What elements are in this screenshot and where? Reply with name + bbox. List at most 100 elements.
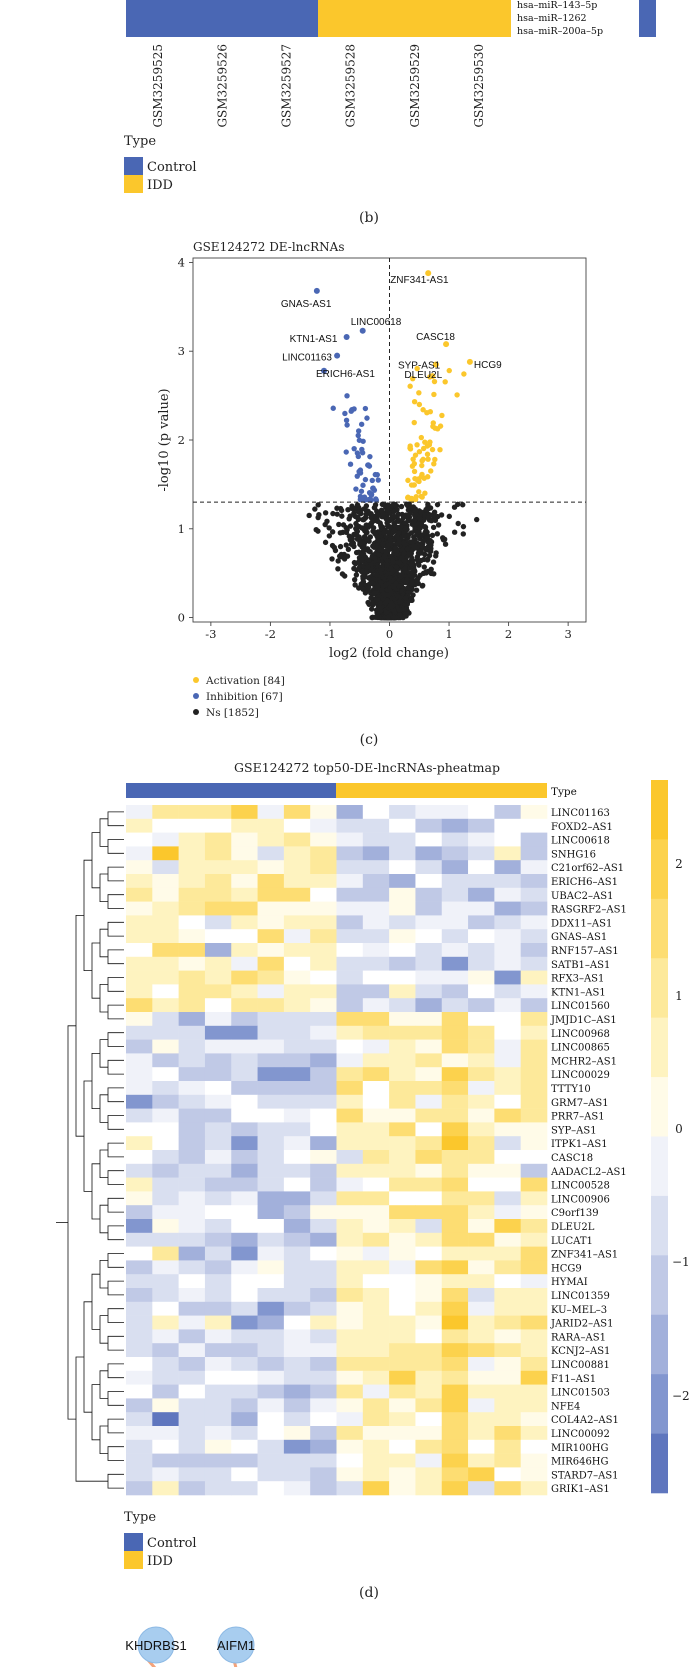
heatmap-cell	[257, 915, 285, 930]
dendrogram-branch	[99, 1094, 108, 1123]
ns-point	[402, 565, 408, 572]
heatmap-cell	[415, 1246, 443, 1261]
heatmap-cell	[231, 1384, 258, 1399]
heatmap-cell	[257, 1191, 285, 1206]
ns-point	[370, 513, 376, 519]
heatmap-cell	[336, 1343, 364, 1358]
heatmap-cell	[257, 1274, 285, 1289]
heatmap-cell	[231, 1232, 258, 1247]
dendrogram-branch	[99, 1260, 108, 1289]
heatmap-cell	[310, 832, 337, 847]
heatmap-cell	[204, 1426, 232, 1441]
heatmap-cell	[204, 1219, 232, 1234]
heatmap-cell	[126, 1219, 153, 1234]
y-tick-label: 2	[178, 433, 185, 447]
heatmap-cell	[494, 929, 521, 944]
x-tick-label: 2	[505, 627, 512, 641]
heatmap-cell	[152, 1301, 179, 1316]
heatmap-cell	[204, 1108, 232, 1123]
heatmap-gene-label: STARD7–AS1	[551, 1470, 619, 1481]
heatmap-cell	[310, 874, 337, 889]
heatmap-cell	[204, 1191, 232, 1206]
heatmap-cell	[415, 998, 443, 1013]
heatmap-cell	[126, 832, 153, 847]
heatmap-cell	[415, 1136, 443, 1151]
activation-point	[428, 468, 434, 474]
ns-point	[370, 601, 376, 608]
heatmap-cell	[178, 1025, 206, 1040]
heatmap-cell	[283, 1232, 311, 1247]
heatmap-cell	[204, 1315, 232, 1330]
heatmap-cell	[231, 1122, 258, 1137]
heatmap-cell	[204, 1094, 232, 1109]
ns-point	[358, 581, 364, 587]
heatmap-cell	[178, 1343, 206, 1358]
heatmap-cell	[231, 1136, 258, 1151]
panel-d: GSE124272 top50-DE-lncRNAs-pheatmap Type…	[56, 760, 690, 1601]
ns-point	[357, 540, 364, 546]
x-tick-label: 0	[386, 627, 393, 641]
heatmap-cell	[362, 1012, 390, 1027]
ns-point	[451, 504, 458, 510]
heatmap-cell	[178, 1329, 206, 1344]
heatmap-cell	[336, 915, 364, 930]
heatmap-cell	[231, 1329, 258, 1344]
heatmap-cell	[389, 1288, 416, 1303]
heatmap-cell	[494, 1136, 521, 1151]
ns-point	[372, 531, 379, 537]
heatmap-cell	[257, 1467, 285, 1482]
heatmap-cell	[362, 1343, 390, 1358]
heatmap-cell	[494, 874, 521, 889]
ns-point	[371, 590, 377, 597]
heatmap-gene-label: UBAC2–AS1	[551, 891, 613, 902]
heatmap-cell	[362, 1426, 390, 1441]
heatmap-cell	[257, 1370, 285, 1385]
heatmap-gene-label: RNF157–AS1	[551, 946, 619, 957]
heatmap-cell	[204, 1370, 232, 1385]
heatmap-cell	[126, 984, 153, 999]
panel-b-idd-block	[318, 0, 511, 37]
heatmap-cell	[415, 818, 443, 833]
heatmap-cell	[257, 984, 285, 999]
heatmap-cell	[520, 818, 548, 833]
ns-point	[353, 572, 360, 578]
heatmap-cell	[494, 1439, 521, 1454]
heatmap-cell	[178, 1315, 206, 1330]
dendrogram-branch	[107, 1280, 124, 1296]
inhibition-point	[375, 477, 381, 483]
inhibition-point	[369, 477, 375, 484]
heatmap-cell	[310, 1219, 337, 1234]
panel-d-legend-control-swatch	[124, 1533, 143, 1551]
heatmap-cell	[126, 1122, 153, 1137]
ns-point	[379, 587, 385, 593]
inhibition-point	[362, 405, 369, 412]
ns-point	[396, 536, 402, 543]
activation-point	[416, 401, 423, 408]
heatmap-cell	[231, 1357, 258, 1372]
heatmap-cell	[204, 1398, 232, 1413]
y-tick-label: 4	[178, 255, 185, 269]
heatmap-cell	[415, 1412, 443, 1427]
dendrogram-branch	[107, 1087, 124, 1103]
inhibition-point	[343, 449, 349, 455]
heatmap-cell	[389, 860, 416, 875]
heatmap-cell	[310, 1191, 337, 1206]
heatmap-cell	[152, 1315, 179, 1330]
heatmap-cell	[283, 1205, 311, 1220]
heatmap-cell	[441, 1177, 469, 1192]
panel-c-caption: (c)	[360, 732, 379, 748]
panel-b-control-block	[126, 0, 318, 37]
heatmap-cell	[494, 1426, 521, 1441]
heatmap-cell	[520, 1412, 548, 1427]
heatmap-cell	[494, 887, 521, 902]
heatmap-cell	[126, 1329, 153, 1344]
heatmap-cell	[468, 1412, 495, 1427]
legend-inhibition: Inhibition [67]	[206, 691, 283, 703]
heatmap-cell	[336, 1315, 364, 1330]
color-scale-tick: 2	[675, 857, 683, 871]
heatmap-cell	[336, 1025, 364, 1040]
ns-point	[421, 564, 427, 570]
heatmap-cell	[415, 1025, 443, 1040]
heatmap-cell	[204, 929, 232, 944]
heatmap-cell	[520, 1122, 548, 1137]
